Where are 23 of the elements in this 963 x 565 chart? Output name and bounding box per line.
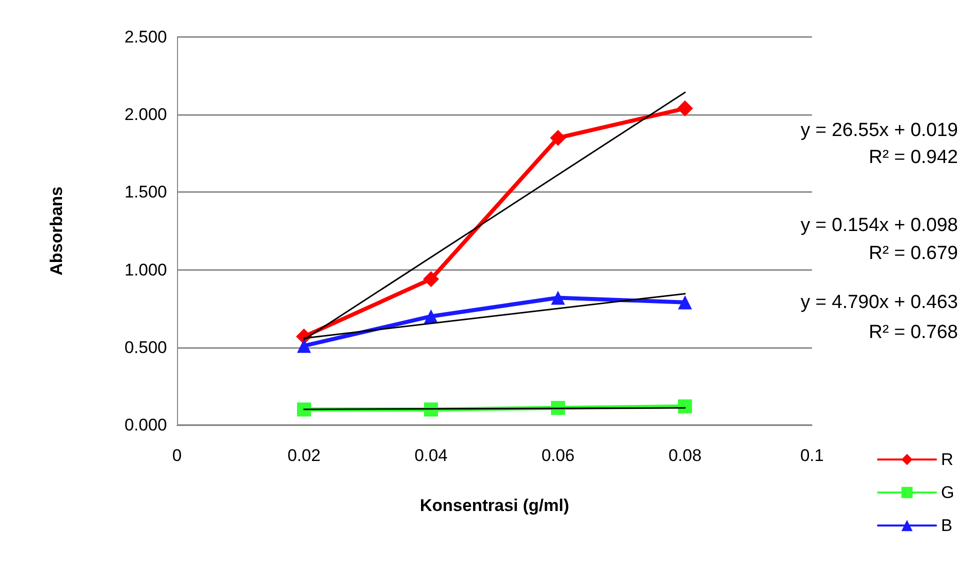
annotation: y = 26.55x + 0.019: [800, 120, 958, 141]
x-tick-label: 0.1: [800, 446, 824, 465]
x-axis-title: Konsentrasi (g/ml): [420, 496, 570, 515]
y-tick-label: 0.500: [124, 338, 167, 357]
legend-label: G: [941, 483, 954, 502]
legend-label: R: [941, 450, 954, 469]
annotation: y = 4.790x + 0.463: [800, 292, 958, 313]
text: R² = 0.679: [868, 243, 958, 264]
y-axis-title: Absorbans: [47, 186, 66, 276]
text: R² = 0.942: [868, 147, 958, 168]
y-tick-label: 1.500: [124, 182, 167, 202]
legend-label: B: [941, 516, 952, 535]
y-tick-label: 0.000: [124, 416, 167, 434]
text: R² = 0.768: [868, 322, 958, 343]
y-tick-label: 2.000: [124, 105, 167, 124]
x-tick-label: 0.08: [668, 446, 702, 465]
annotation: y = 0.154x + 0.098: [800, 215, 958, 236]
x-tick-label: 0.02: [287, 446, 321, 465]
x-tick-label: 0: [172, 446, 182, 465]
x-tick-label: 0.04: [414, 446, 448, 465]
y-tick-label: 2.500: [124, 28, 167, 46]
x-tick-label: 0.06: [541, 446, 575, 465]
y-tick-label: 1.000: [124, 260, 167, 280]
